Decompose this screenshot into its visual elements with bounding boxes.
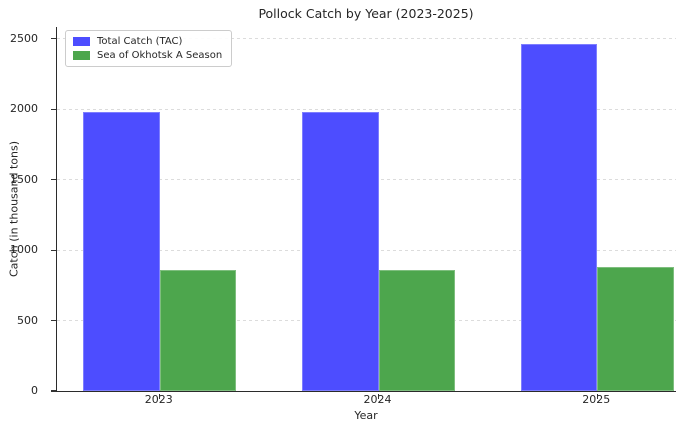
y-tick-mark-1000 xyxy=(51,249,56,251)
y-tick-mark-0 xyxy=(51,390,56,392)
y-tick-label-500: 500 xyxy=(17,313,38,327)
x-tick-mark-2024 xyxy=(377,394,380,399)
x-tick-mark-2025 xyxy=(596,394,598,399)
y-tick-label-2500: 2500 xyxy=(10,31,38,45)
x-axis-label: Year xyxy=(354,409,378,422)
chart-title: Pollock Catch by Year (2023-2025) xyxy=(258,6,474,21)
y-tick-mark-1500 xyxy=(51,179,56,181)
y-tick-mark-500 xyxy=(51,319,56,322)
gridline-2500 xyxy=(57,38,676,40)
y-tick-label-1000: 1000 xyxy=(10,243,38,257)
bar-okhotsk-a-season-2025 xyxy=(597,267,674,391)
y-axis-tick-labels: 0 500 1000 1500 2000 2500 xyxy=(0,27,50,397)
x-tick-label-2024: 2024 xyxy=(363,393,392,406)
x-tick-label-2025: 2025 xyxy=(582,393,611,406)
y-tick-label-0: 0 xyxy=(31,384,38,397)
legend-label-total-catch: Total Catch (TAC) xyxy=(97,36,183,47)
bar-total-catch-2024 xyxy=(301,112,379,391)
x-tick-label-2023: 2023 xyxy=(144,393,173,406)
y-tick-label-1500: 1500 xyxy=(10,172,38,186)
legend-swatch-okhotsk-a-season xyxy=(73,51,90,60)
legend-item-total-catch: Total Catch (TAC) xyxy=(73,36,222,47)
legend-item-okhotsk-a-season: Sea of Okhotsk A Season xyxy=(73,50,222,61)
bar-total-catch-2023 xyxy=(83,112,160,391)
y-tick-mark-2500 xyxy=(51,38,56,40)
bar-okhotsk-a-season-2024 xyxy=(378,269,456,391)
legend-swatch-total-catch xyxy=(73,37,90,46)
gridline-2000 xyxy=(57,108,676,110)
x-axis-tick-labels: 2023 2024 2025 xyxy=(56,393,675,408)
y-tick-mark-2000 xyxy=(51,108,56,110)
legend: Total Catch (TAC) Sea of Okhotsk A Seaso… xyxy=(65,30,233,67)
bar-total-catch-2025 xyxy=(520,44,598,391)
plot-area: Total Catch (TAC) Sea of Okhotsk A Seaso… xyxy=(51,27,676,399)
x-tick-mark-2023 xyxy=(159,394,161,399)
bar-okhotsk-a-season-2023 xyxy=(159,269,237,391)
legend-label-okhotsk-a-season: Sea of Okhotsk A Season xyxy=(97,50,223,61)
y-tick-label-2000: 2000 xyxy=(10,102,38,116)
